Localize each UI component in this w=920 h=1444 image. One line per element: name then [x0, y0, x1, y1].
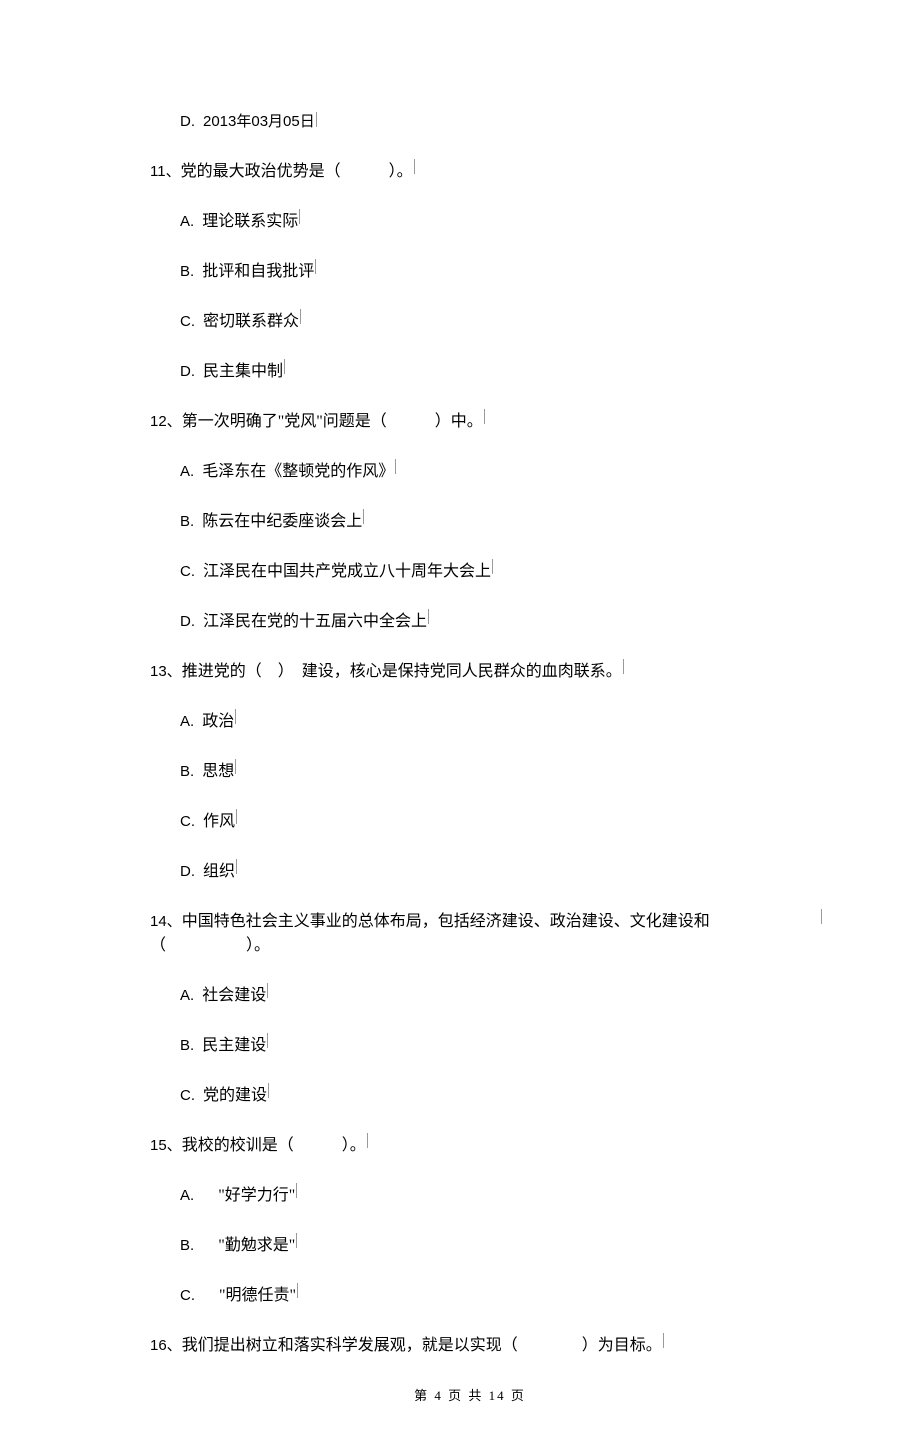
- option-letter: C.: [180, 813, 195, 830]
- document-page: D.2013年03月05日 11、党的最大政治优势是（ ）。 A.理论联系实际 …: [0, 0, 920, 1444]
- question-stem: 我校的校训是（ ）。: [182, 1137, 366, 1154]
- option-row: B. 民主建设: [180, 1031, 820, 1055]
- option-text: 思想: [202, 763, 234, 780]
- option-letter: A.: [180, 987, 194, 1004]
- question-14: 14、中国特色社会主义事业的总体布局，包括经济建设、政治建设、文化建设和（ ）。: [150, 907, 820, 955]
- option-row: D. 2013年03月05日: [180, 110, 820, 131]
- option-letter: D.: [180, 113, 195, 130]
- question-stem: 党的最大政治优势是（ ）。: [181, 163, 413, 180]
- option-letter: A.: [180, 463, 194, 480]
- option-row: D. 组织: [180, 857, 820, 881]
- option-letter: A.: [180, 713, 194, 730]
- option-text: "好学力行": [202, 1187, 295, 1204]
- option-row: B. 思想: [180, 757, 820, 781]
- option-row: D. 民主集中制: [180, 357, 820, 381]
- option-text: 社会建设: [202, 987, 266, 1004]
- question-number: 11、: [150, 163, 181, 180]
- question-16: 16、我们提出树立和落实科学发展观，就是以实现（ ）为目标。: [150, 1331, 820, 1355]
- option-letter: C.: [180, 1087, 195, 1104]
- option-letter: C.: [180, 1287, 195, 1304]
- option-text: 民主集中制: [203, 363, 283, 380]
- option-row: A. 社会建设: [180, 981, 820, 1005]
- option-letter: D.: [180, 613, 195, 630]
- option-letter: B.: [180, 1237, 194, 1254]
- option-text: 民主建设: [202, 1037, 266, 1054]
- option-text: 江泽民在中国共产党成立八十周年大会上: [203, 563, 491, 580]
- option-text: 毛泽东在《整顿党的作风》: [202, 463, 394, 480]
- option-text: 党的建设: [203, 1087, 267, 1104]
- question-number: 15、: [150, 1137, 182, 1154]
- option-letter: B.: [180, 513, 194, 530]
- option-text: 理论联系实际: [202, 213, 298, 230]
- option-letter: C.: [180, 563, 195, 580]
- option-letter: B.: [180, 263, 194, 280]
- option-text: 作风: [203, 813, 235, 830]
- option-text: 批评和自我批评: [202, 263, 314, 280]
- question-13: 13、推进党的（ ） 建设，核心是保持党同人民群众的血肉联系。: [150, 657, 820, 681]
- question-stem: 推进党的（ ） 建设，核心是保持党同人民群众的血肉联系。: [182, 663, 622, 680]
- question-15: 15、我校的校训是（ ）。: [150, 1131, 820, 1155]
- question-number: 12、: [150, 413, 182, 430]
- question-stem: 第一次明确了"党风"问题是（ ）中。: [182, 413, 483, 430]
- option-row: C. 党的建设: [180, 1081, 820, 1105]
- option-text: 组织: [203, 863, 235, 880]
- question-stem: 我们提出树立和落实科学发展观，就是以实现（ ）为目标。: [182, 1337, 662, 1354]
- option-letter: A.: [180, 213, 194, 230]
- option-text: 密切联系群众: [203, 313, 299, 330]
- question-number: 14、: [150, 913, 182, 930]
- option-row: B. "勤勉求是": [180, 1231, 820, 1255]
- option-text: 政治: [202, 713, 234, 730]
- option-row: A. 政治: [180, 707, 820, 731]
- option-row: C. 密切联系群众: [180, 307, 820, 331]
- option-row: B. 批评和自我批评: [180, 257, 820, 281]
- option-row: C. "明德任责": [180, 1281, 820, 1305]
- option-letter: D.: [180, 363, 195, 380]
- option-letter: C.: [180, 313, 195, 330]
- question-number: 16、: [150, 1337, 182, 1354]
- question-stem: 中国特色社会主义事业的总体布局，包括经济建设、政治建设、文化建设和（ ）。: [150, 913, 710, 954]
- option-row: A. "好学力行": [180, 1181, 820, 1205]
- option-row: A. 理论联系实际: [180, 207, 820, 231]
- option-text: 陈云在中纪委座谈会上: [202, 513, 362, 530]
- option-row: D. 江泽民在党的十五届六中全会上: [180, 607, 820, 631]
- option-text: "明德任责": [203, 1287, 296, 1304]
- option-letter: B.: [180, 763, 194, 780]
- option-row: C. 江泽民在中国共产党成立八十周年大会上: [180, 557, 820, 581]
- option-letter: B.: [180, 1037, 194, 1054]
- page-footer: 第 4 页 共 14 页: [120, 1385, 820, 1404]
- option-text: 2013年03月05日: [203, 113, 315, 130]
- option-letter: A.: [180, 1187, 194, 1204]
- option-text: "勤勉求是": [202, 1237, 295, 1254]
- option-text: 江泽民在党的十五届六中全会上: [203, 613, 427, 630]
- option-row: C. 作风: [180, 807, 820, 831]
- question-number: 13、: [150, 663, 182, 680]
- question-11: 11、党的最大政治优势是（ ）。: [150, 157, 820, 181]
- option-row: B. 陈云在中纪委座谈会上: [180, 507, 820, 531]
- option-letter: D.: [180, 863, 195, 880]
- option-row: A. 毛泽东在《整顿党的作风》: [180, 457, 820, 481]
- question-12: 12、第一次明确了"党风"问题是（ ）中。: [150, 407, 820, 431]
